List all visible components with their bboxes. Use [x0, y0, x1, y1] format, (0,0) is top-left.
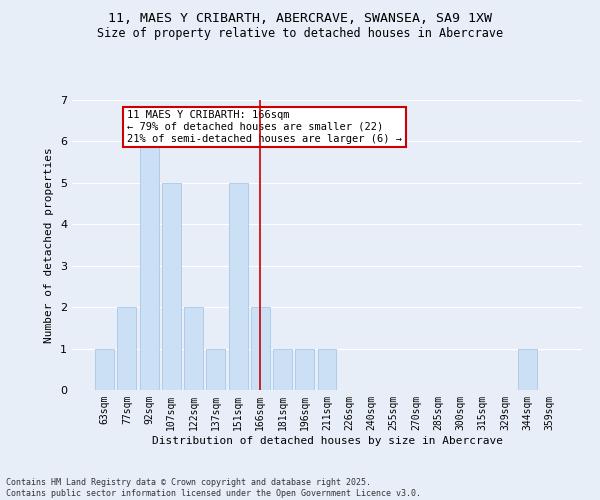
Bar — [206, 348, 225, 390]
Text: 11 MAES Y CRIBARTH: 166sqm
← 79% of detached houses are smaller (22)
21% of semi: 11 MAES Y CRIBARTH: 166sqm ← 79% of deta… — [127, 110, 402, 144]
Bar — [118, 307, 136, 390]
Bar — [184, 307, 203, 390]
Bar — [251, 307, 270, 390]
Bar — [162, 183, 181, 390]
Bar — [273, 348, 292, 390]
Bar — [95, 348, 114, 390]
Y-axis label: Number of detached properties: Number of detached properties — [44, 147, 55, 343]
Bar — [229, 183, 248, 390]
Text: 11, MAES Y CRIBARTH, ABERCRAVE, SWANSEA, SA9 1XW: 11, MAES Y CRIBARTH, ABERCRAVE, SWANSEA,… — [108, 12, 492, 26]
Bar — [317, 348, 337, 390]
Text: Contains HM Land Registry data © Crown copyright and database right 2025.
Contai: Contains HM Land Registry data © Crown c… — [6, 478, 421, 498]
Bar — [295, 348, 314, 390]
Bar — [518, 348, 536, 390]
Text: Size of property relative to detached houses in Abercrave: Size of property relative to detached ho… — [97, 28, 503, 40]
Bar — [140, 142, 158, 390]
X-axis label: Distribution of detached houses by size in Abercrave: Distribution of detached houses by size … — [151, 436, 503, 446]
